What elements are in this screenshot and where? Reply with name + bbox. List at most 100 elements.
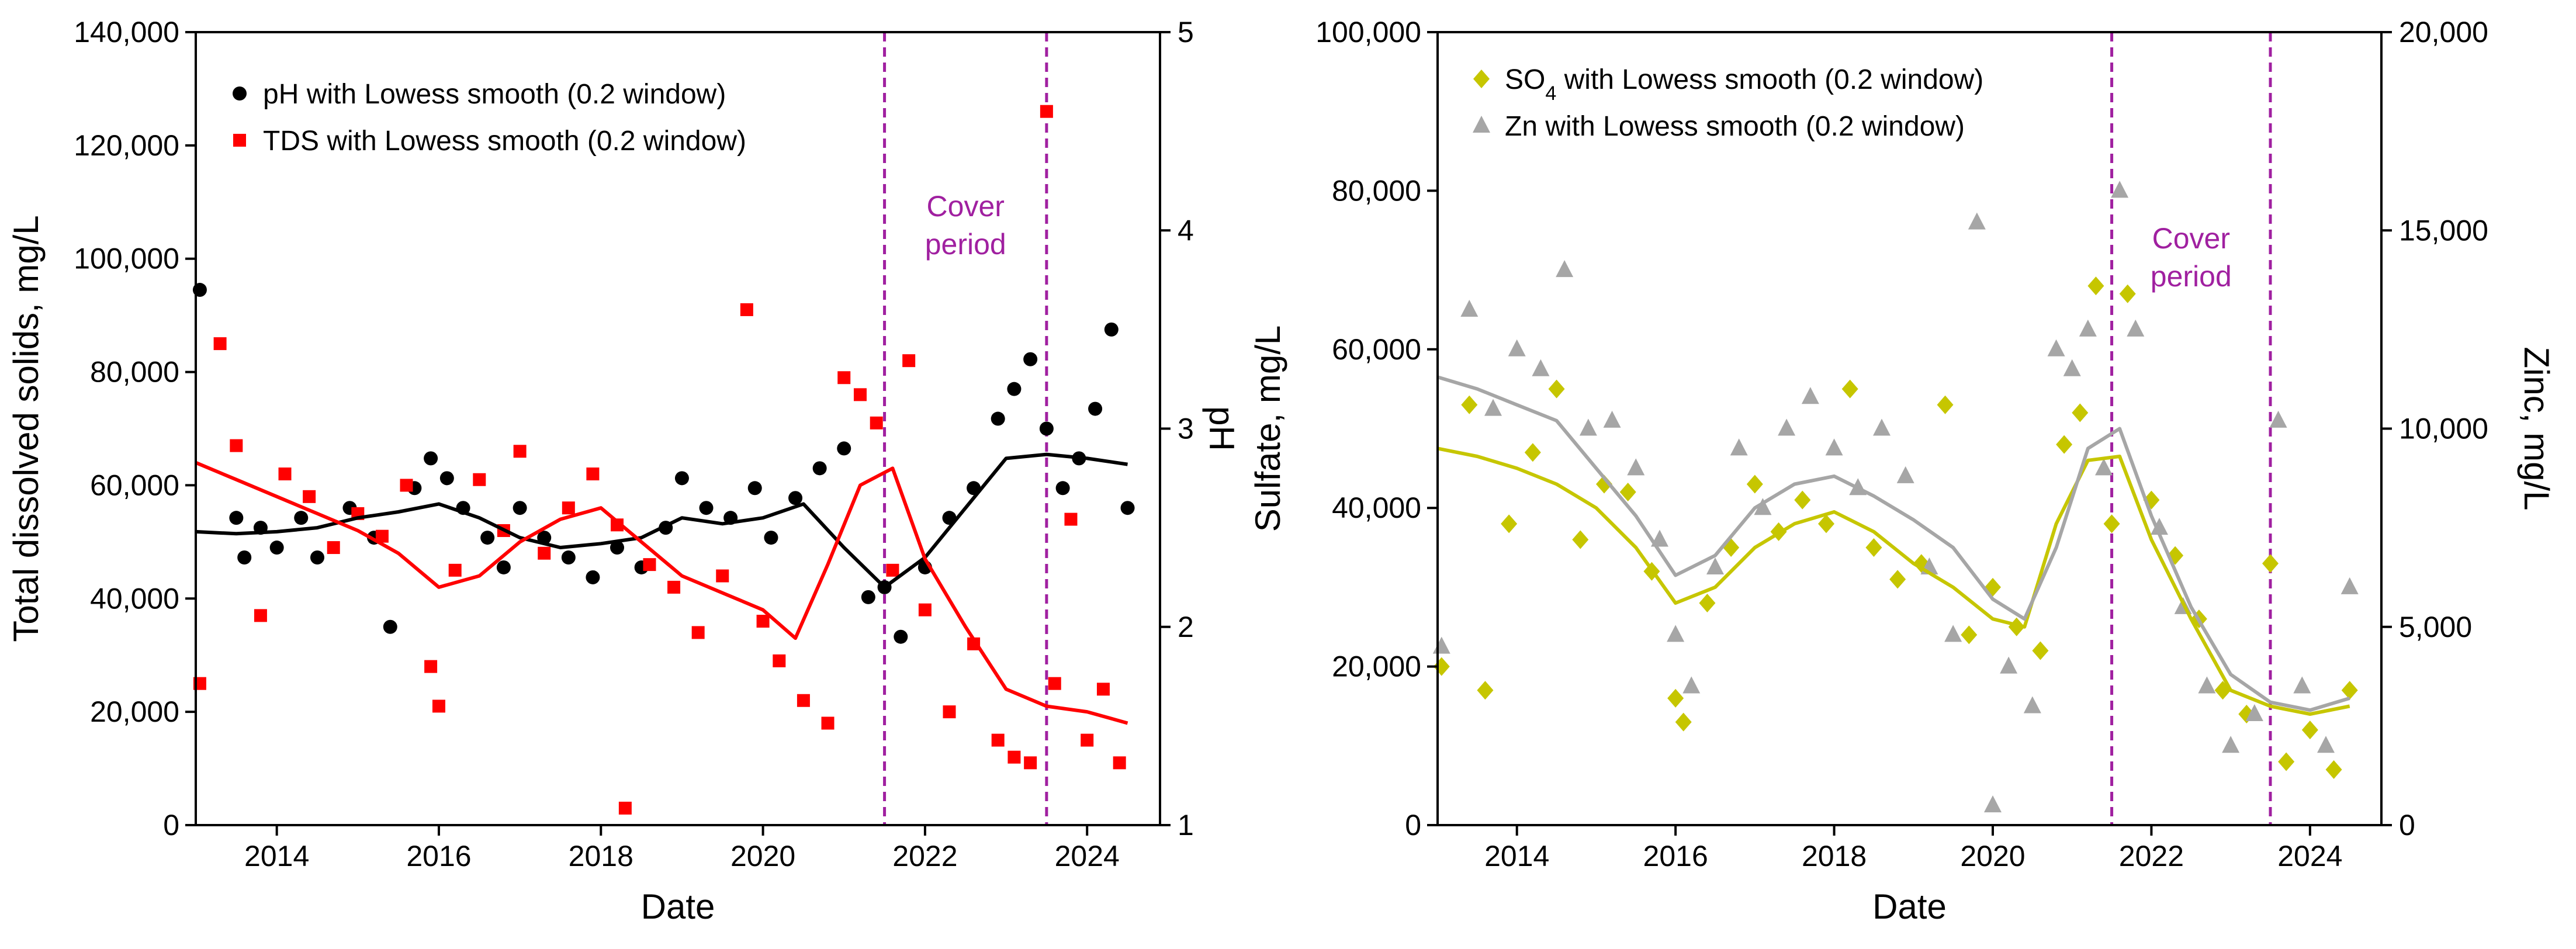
y2-tick-label: 2: [1178, 611, 1194, 643]
data-point-tds: [586, 467, 600, 481]
lowess-curve-ph: [195, 452, 1128, 589]
data-point-so4: [1961, 625, 1978, 645]
legend-so4-suffix: with Lowess smooth (0.2 window): [1556, 64, 1983, 95]
data-point-so4: [2103, 514, 2120, 534]
data-point-zn: [1484, 399, 1502, 416]
data-point-tds: [562, 501, 575, 515]
legend-so4-label: SO4 with Lowess smooth (0.2 window): [1505, 64, 1983, 105]
data-point-ph: [747, 481, 762, 496]
data-point-tds: [667, 580, 681, 594]
data-point-so4: [1937, 395, 1954, 414]
data-point-tds: [618, 801, 632, 815]
data-point-tds: [886, 563, 899, 577]
x-tick-label: 2024: [2277, 840, 2342, 872]
data-point-tds: [513, 445, 527, 458]
data-point-tds: [1040, 105, 1053, 118]
data-point-ph: [424, 451, 438, 466]
data-point-zn: [1667, 625, 1685, 642]
data-point-zn: [1627, 458, 1645, 476]
y-tick-label: 20,000: [90, 695, 179, 728]
data-point-tds: [870, 416, 883, 430]
data-point-ph: [1088, 401, 1103, 416]
legend-tds-label: TDS with Lowess smooth (0.2 window): [263, 126, 746, 157]
data-point-tds: [611, 518, 624, 532]
x-tick-label: 2024: [1055, 840, 1120, 872]
legend-zn-label: Zn with Lowess smooth (0.2 window): [1505, 111, 1965, 142]
data-point-so4: [1818, 514, 1834, 534]
data-point-ph: [1023, 352, 1038, 366]
data-point-zn: [2111, 181, 2129, 198]
data-point-tds: [740, 303, 753, 316]
y2-tick-label: 4: [1178, 214, 1194, 247]
legend-ph-marker: [233, 86, 247, 101]
y-tick-label: 120,000: [74, 129, 179, 162]
data-point-tds: [1113, 756, 1126, 770]
legend-so4-marker: [1473, 70, 1490, 88]
data-point-so4: [1889, 570, 1906, 589]
data-point-tds: [821, 716, 835, 730]
data-point-zn: [1730, 438, 1748, 456]
data-point-zn: [1896, 466, 1914, 483]
x-tick-label: 2022: [2119, 840, 2184, 872]
ph-y2-axis-label: pH: [1202, 406, 1241, 451]
data-point-zn: [1778, 418, 1796, 436]
data-point-so4: [1477, 681, 1494, 700]
data-point-ph: [764, 531, 778, 545]
data-point-zn: [2079, 319, 2097, 337]
data-point-ph: [861, 590, 875, 604]
data-point-zn: [2047, 339, 2065, 356]
cover-period-annotation-line2: period: [2151, 260, 2232, 293]
data-point-tds: [400, 479, 413, 492]
data-point-zn: [2023, 696, 2041, 714]
data-point-zn: [2095, 458, 2113, 476]
data-point-zn: [1754, 498, 1772, 515]
sulfate-zinc-axes: 0 20,000 40,000 60,000 80,000 100,000 0 5,000 1…: [1315, 16, 2488, 872]
zinc-y2-axis-label: Zinc, mg/L: [2517, 347, 2556, 510]
lowess-curve-so4: [1437, 446, 2350, 716]
data-point-tds: [327, 541, 340, 555]
data-point-ph: [586, 570, 600, 584]
data-point-tds: [902, 354, 916, 368]
data-point-so4: [2341, 681, 2358, 700]
data-point-tds: [991, 733, 1005, 747]
ph-y2-axis-ticks: 1 2 3 4 5: [1160, 16, 1194, 841]
data-point-so4: [2119, 284, 2136, 303]
data-point-zn: [1984, 795, 2002, 813]
data-point-tds: [473, 473, 486, 486]
y-tick-label: 80,000: [1332, 174, 1421, 207]
legend-zn-marker: [1473, 116, 1490, 133]
data-point-ph: [699, 501, 714, 515]
data-point-so4: [1596, 474, 1612, 494]
x-tick-label: 2014: [1484, 840, 1549, 872]
y2-tick-label: 15,000: [2399, 214, 2488, 247]
data-point-ph: [513, 501, 527, 515]
data-point-zn: [2151, 518, 2168, 535]
data-point-zn: [1460, 299, 1479, 317]
data-point-tds: [213, 337, 227, 351]
sulfate-y-axis-label: Sulfate, mg/L: [1248, 325, 1287, 532]
data-point-zn: [1532, 359, 1550, 376]
data-point-zn: [2245, 704, 2263, 722]
data-point-zn: [1825, 438, 1843, 456]
data-point-zn: [2063, 359, 2081, 376]
data-point-tds: [278, 467, 292, 481]
data-point-zn: [1873, 418, 1891, 436]
data-point-tds: [1096, 683, 1110, 696]
x-tick-label: 2016: [406, 840, 471, 872]
data-point-tds: [424, 660, 438, 673]
data-point-tds: [432, 699, 445, 713]
data-point-so4: [2301, 721, 2318, 740]
y-tick-label: 40,000: [90, 582, 179, 615]
x-tick-label: 2018: [569, 840, 633, 872]
y2-tick-label: 5,000: [2399, 611, 2472, 643]
data-point-ph: [837, 441, 851, 456]
data-point-ph: [1039, 421, 1054, 436]
data-point-ph: [229, 511, 244, 525]
y2-tick-label: 1: [1178, 809, 1194, 841]
tds-ph-legend: pH with Lowess smooth (0.2 window) TDS w…: [233, 79, 746, 157]
data-point-so4: [1675, 712, 1692, 732]
y-tick-label: 40,000: [1332, 491, 1421, 524]
data-point-zn: [1682, 676, 1701, 694]
x-tick-label: 2016: [1643, 840, 1708, 872]
data-point-so4: [1746, 474, 1763, 494]
